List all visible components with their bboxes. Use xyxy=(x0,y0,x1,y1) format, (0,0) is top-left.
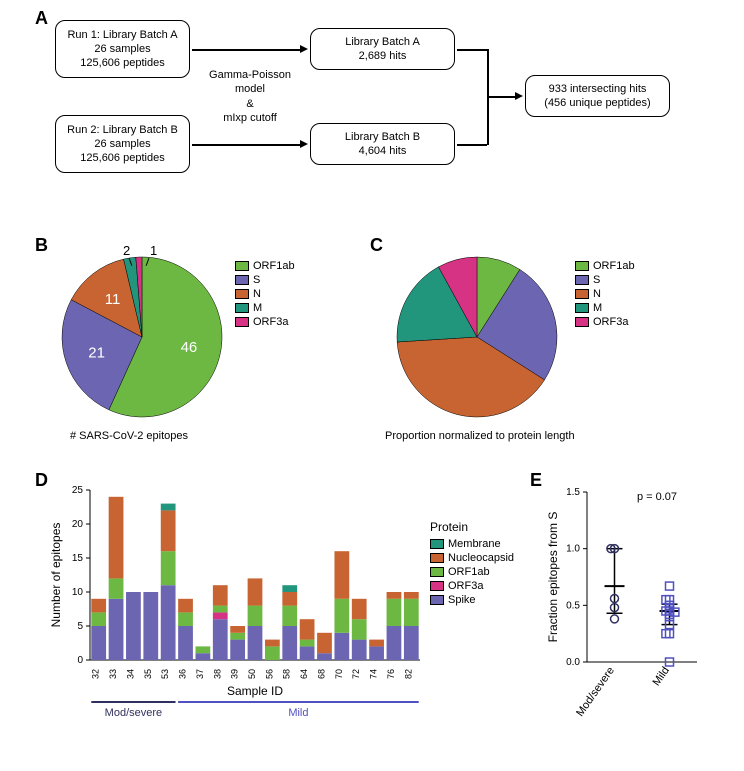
panel-label-b: B xyxy=(35,235,48,256)
flow-box-intersect: 933 intersecting hits (456 unique peptid… xyxy=(525,75,670,117)
pie-c-caption: Proportion normalized to protein length xyxy=(385,430,575,442)
svg-text:25: 25 xyxy=(72,485,84,496)
run1-line2: 26 samples xyxy=(60,42,185,56)
arrow1-head xyxy=(300,45,308,53)
svg-text:Sample ID: Sample ID xyxy=(227,684,283,698)
panel-label-c: C xyxy=(370,235,383,256)
br-head xyxy=(515,92,523,100)
svg-text:Mod/severe: Mod/severe xyxy=(574,665,617,719)
legend-item: S xyxy=(575,274,635,286)
svg-text:0: 0 xyxy=(77,655,83,666)
br-t xyxy=(457,49,487,51)
pie-b: 46 21 11 xyxy=(60,255,260,419)
legend-item: ORF3a xyxy=(235,316,295,328)
svg-text:37: 37 xyxy=(195,669,205,679)
br-b xyxy=(457,144,487,146)
pie-b-caption: # SARS-CoV-2 epitopes xyxy=(70,430,188,442)
legend-item: M xyxy=(575,302,635,314)
mid-l2: model xyxy=(205,82,295,96)
flow-box-run2: Run 2: Library Batch B 26 samples 125,60… xyxy=(55,115,190,173)
mid-l1: Gamma-Poisson xyxy=(205,68,295,82)
svg-text:70: 70 xyxy=(334,669,344,679)
svg-text:34: 34 xyxy=(125,669,135,679)
b3-l1: Library Batch A xyxy=(315,35,450,49)
mid-l3: & xyxy=(205,97,295,111)
svg-text:21: 21 xyxy=(88,345,105,362)
b5-l1: 933 intersecting hits xyxy=(530,82,665,96)
svg-text:20: 20 xyxy=(72,519,84,530)
svg-text:82: 82 xyxy=(403,669,413,679)
svg-text:38: 38 xyxy=(212,669,222,679)
svg-text:p = 0.07: p = 0.07 xyxy=(637,491,677,503)
b5-l2: (456 unique peptides) xyxy=(530,96,665,110)
svg-text:33: 33 xyxy=(108,669,118,679)
run1-line3: 125,606 peptides xyxy=(60,56,185,70)
flow-middle-text: Gamma-Poisson model & mIxp cutoff xyxy=(205,68,295,125)
svg-text:1.5: 1.5 xyxy=(566,487,580,498)
svg-text:1.0: 1.0 xyxy=(566,544,580,555)
legend-b: ORF1ab SNM ORF3a xyxy=(235,260,295,330)
svg-text:68: 68 xyxy=(316,669,326,679)
run1-line1: Run 1: Library Batch A xyxy=(60,28,185,42)
svg-text:Mod/severe: Mod/severe xyxy=(105,707,162,719)
legend-c: ORF1ab SNM ORF3a xyxy=(575,260,635,330)
svg-text:Fraction epitopes from S: Fraction epitopes from S xyxy=(546,512,560,643)
arrow1 xyxy=(192,49,300,51)
svg-text:35: 35 xyxy=(143,669,153,679)
svg-text:Mild: Mild xyxy=(288,707,308,719)
svg-text:53: 53 xyxy=(160,669,170,679)
arrow2 xyxy=(192,144,300,146)
svg-text:56: 56 xyxy=(264,669,274,679)
svg-text:74: 74 xyxy=(369,669,379,679)
svg-text:72: 72 xyxy=(351,669,361,679)
svg-text:58: 58 xyxy=(282,669,292,679)
flow-box-run1: Run 1: Library Batch A 26 samples 125,60… xyxy=(55,20,190,78)
svg-text:10: 10 xyxy=(72,587,84,598)
svg-text:5: 5 xyxy=(77,621,83,632)
pieB-out1: 2 xyxy=(123,243,130,258)
mid-l4: mIxp cutoff xyxy=(205,111,295,125)
legend-item: ORF1ab xyxy=(575,260,635,272)
run2-line1: Run 2: Library Batch B xyxy=(60,123,185,137)
svg-text:36: 36 xyxy=(178,669,188,679)
flow-box-batchA: Library Batch A 2,689 hits xyxy=(310,28,455,70)
pieB-out2: 1 xyxy=(150,243,157,258)
arrow2-head xyxy=(300,140,308,148)
legend-item: N xyxy=(235,288,295,300)
legend-item: S xyxy=(235,274,295,286)
run2-line2: 26 samples xyxy=(60,137,185,151)
svg-text:11: 11 xyxy=(105,291,121,308)
bar-chart-d: 0 5 10 15 20 25 32 33 34 35 53 36 37 38 39 50 56 58 64 68 70… xyxy=(45,480,475,750)
pie-c xyxy=(395,255,595,419)
svg-text:0.5: 0.5 xyxy=(566,600,580,611)
legend-item: N xyxy=(575,288,635,300)
b4-l2: 4,604 hits xyxy=(315,144,450,158)
svg-text:76: 76 xyxy=(386,669,396,679)
legend-item: ORF3a xyxy=(575,316,635,328)
run2-line3: 125,606 peptides xyxy=(60,151,185,165)
b4-l1: Library Batch B xyxy=(315,130,450,144)
b3-l2: 2,689 hits xyxy=(315,49,450,63)
br-out xyxy=(487,96,515,98)
svg-text:15: 15 xyxy=(72,553,84,564)
svg-text:32: 32 xyxy=(91,669,101,679)
svg-text:Number of epitopes: Number of epitopes xyxy=(49,523,63,628)
svg-text:0.0: 0.0 xyxy=(566,657,580,668)
panel-label-e: E xyxy=(530,470,542,491)
flow-box-batchB: Library Batch B 4,604 hits xyxy=(310,123,455,165)
svg-text:64: 64 xyxy=(299,669,309,679)
svg-text:Mild: Mild xyxy=(651,665,672,688)
svg-text:50: 50 xyxy=(247,669,257,679)
svg-text:39: 39 xyxy=(230,669,240,679)
panel-label-a: A xyxy=(35,8,48,29)
legend-item: ORF1ab xyxy=(235,260,295,272)
legend-item: M xyxy=(235,302,295,314)
svg-text:46: 46 xyxy=(181,339,198,356)
scatter-e: 0.0 0.5 1.0 1.5 Fraction epitopes from S Mod/… xyxy=(545,480,730,740)
